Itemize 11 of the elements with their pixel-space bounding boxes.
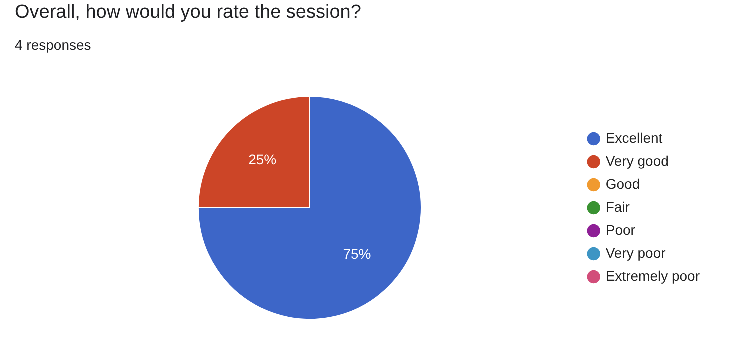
legend-label: Extremely poor — [606, 268, 700, 284]
legend-label: Fair — [606, 198, 630, 215]
legend-label: Good — [606, 176, 640, 192]
legend-label: Very poor — [606, 244, 666, 261]
data-label: 75% — [343, 246, 372, 262]
chart-title: Overall, how would you rate the session? — [15, 2, 362, 24]
legend-label: Excellent — [606, 130, 663, 146]
legend-label: Poor — [606, 222, 636, 238]
legend-label: Very good — [606, 152, 669, 169]
data-label: 25% — [248, 152, 277, 168]
text: 4 responses — [15, 37, 92, 53]
